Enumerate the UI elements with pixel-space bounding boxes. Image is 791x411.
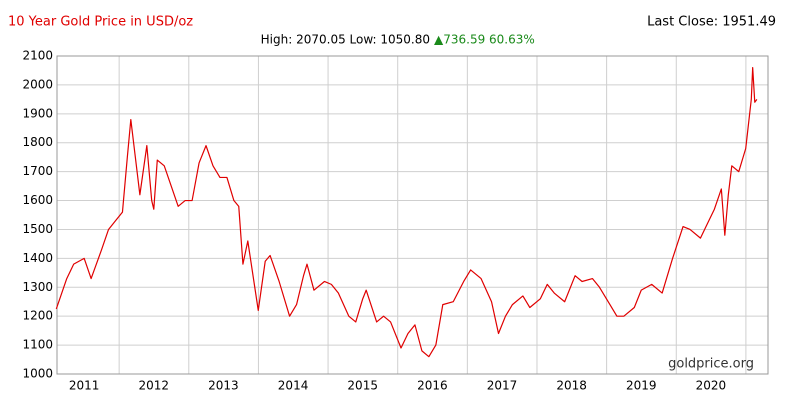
high-low: High: 2070.05 Low: 1050.80 [261, 33, 430, 47]
y-tick-label: 1700 [22, 164, 53, 178]
y-tick-label: 1200 [22, 309, 53, 323]
x-tick-label: 2017 [487, 379, 518, 393]
x-tick-label: 2016 [417, 379, 448, 393]
x-tick-label: 2015 [347, 379, 378, 393]
x-tick-label: 2019 [626, 379, 657, 393]
last-close: Last Close: 1951.49 [647, 15, 776, 30]
x-tick-label: 2013 [208, 379, 239, 393]
y-tick-label: 1000 [22, 367, 53, 381]
price-line [55, 66, 758, 358]
y-tick-label: 1900 [22, 106, 53, 120]
y-tick-label: 2100 [22, 49, 53, 63]
x-tick-label: 2020 [696, 379, 727, 393]
x-tick-label: 2014 [278, 379, 309, 393]
x-tick-label: 2011 [69, 379, 100, 393]
y-tick-label: 1800 [22, 135, 53, 149]
plot-frame [56, 55, 769, 375]
y-tick-label: 1600 [22, 193, 53, 207]
y-tick-label: 1500 [22, 222, 53, 236]
change: ▲736.59 60.63% [434, 33, 535, 47]
y-tick-label: 2000 [22, 77, 53, 91]
x-tick-label: 2018 [556, 379, 587, 393]
source-label: goldprice.org [668, 357, 754, 372]
chart-title: 10 Year Gold Price in USD/oz [8, 15, 193, 30]
y-tick-label: 1400 [22, 251, 53, 265]
x-tick-label: 2012 [139, 379, 170, 393]
y-tick-label: 1100 [22, 338, 53, 352]
y-tick-label: 1300 [22, 280, 53, 294]
